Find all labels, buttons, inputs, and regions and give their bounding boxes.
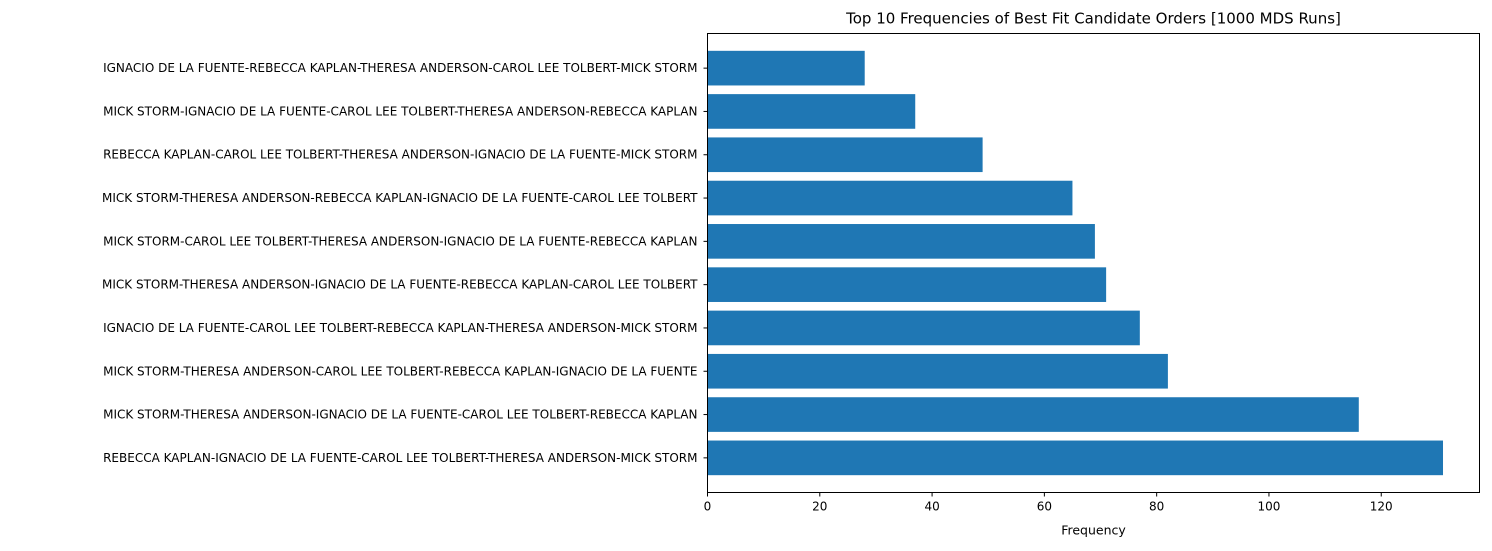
x-tick-label: 40 [924,500,939,514]
x-tick-label: 80 [1149,500,1164,514]
bar-10 [707,440,1444,476]
bars-layer [707,50,1444,476]
x-axis-ticks: 0 20 40 60 80 100 120 [704,492,1393,514]
bar-1 [707,50,865,86]
bar-8 [707,353,1168,389]
x-tick-label: 0 [704,500,712,514]
bar-2 [707,94,916,129]
bar-5 [707,224,1095,259]
y-tick-label: MICK STORM-THERESA ANDERSON-REBECCA KAPL… [102,191,698,205]
x-tick-label: 20 [812,500,827,514]
x-tick-label: 120 [1370,500,1393,514]
plot-frame [707,33,1480,493]
y-axis-ticks: IGNACIO DE LA FUENTE-REBECCA KAPLAN-THER… [102,61,708,465]
y-tick-label: MICK STORM-THERESA ANDERSON-IGNACIO DE L… [103,408,697,422]
bar-7 [707,310,1140,346]
bar-9 [707,397,1359,432]
y-tick-label: REBECCA KAPLAN-IGNACIO DE LA FUENTE-CARO… [103,451,697,465]
y-tick-label: MICK STORM-IGNACIO DE LA FUENTE-CAROL LE… [103,104,697,118]
bar-4 [707,180,1073,216]
x-tick-label: 100 [1258,500,1281,514]
y-tick-label: MICK STORM-THERESA ANDERSON-IGNACIO DE L… [102,278,698,292]
x-tick-label: 60 [1037,500,1052,514]
y-tick-label: MICK STORM-CAROL LEE TOLBERT-THERESA AND… [103,234,697,248]
chart-title: Top 10 Frequencies of Best Fit Candidate… [845,10,1341,28]
x-axis-label: Frequency [1061,523,1126,538]
y-tick-label: IGNACIO DE LA FUENTE-CAROL LEE TOLBERT-R… [103,321,697,335]
y-tick-label: REBECCA KAPLAN-CAROL LEE TOLBERT-THERESA… [103,148,697,162]
bar-6 [707,267,1107,302]
y-tick-label: IGNACIO DE LA FUENTE-REBECCA KAPLAN-THER… [103,61,697,75]
y-tick-label: MICK STORM-THERESA ANDERSON-CAROL LEE TO… [103,364,697,378]
bar-3 [707,137,983,173]
